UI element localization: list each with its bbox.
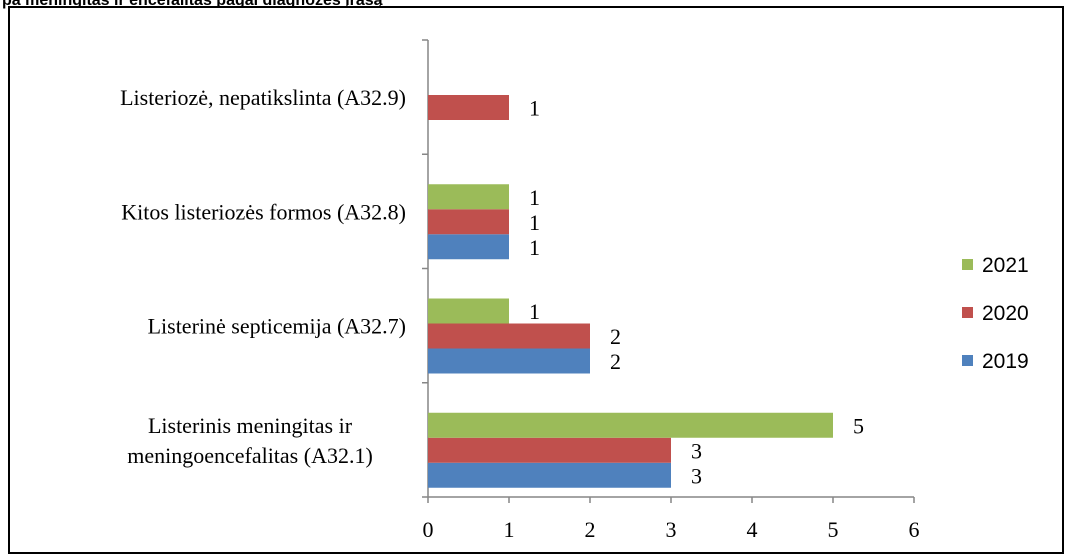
legend-swatch-2019	[962, 355, 973, 366]
legend-label-2020: 2020	[982, 302, 1029, 325]
data-label: 1	[529, 185, 540, 210]
bar-2019	[428, 462, 671, 488]
bar-2020	[428, 95, 509, 120]
legend-label-2021: 2021	[982, 254, 1029, 277]
chart-caption: pa meningitas ir encefalitas pagal diagn…	[2, 0, 383, 9]
x-tick-label: 4	[747, 517, 758, 542]
chart-legend: 2021 2020 2019	[962, 254, 1029, 373]
bar-2019	[428, 234, 509, 260]
category-label: Listerinis meningitas ir meningoencefalit…	[127, 413, 373, 468]
bar-2021	[428, 298, 509, 324]
category-label-line: meningoencefalitas (A32.1)	[127, 443, 373, 468]
data-label: 2	[610, 349, 621, 374]
category-label: Listeriozė, nepatikslinta (A32.9)	[120, 85, 406, 110]
data-label: 1	[529, 96, 540, 121]
x-tick-label: 6	[909, 517, 920, 542]
category-label: Kitos listeriozės formos (A32.8)	[121, 199, 406, 224]
data-label: 1	[529, 299, 540, 324]
bar-2020	[428, 209, 509, 235]
data-label: 3	[691, 463, 702, 488]
x-tick-label: 5	[828, 517, 839, 542]
legend-swatch-2020	[962, 307, 973, 318]
x-tick-label: 2	[585, 517, 596, 542]
bar-2020	[428, 323, 590, 349]
x-tick-label: 0	[423, 517, 434, 542]
bar-2019	[428, 348, 590, 374]
data-label: 1	[529, 235, 540, 260]
chart-bars	[428, 95, 833, 488]
bar-2021	[428, 184, 509, 210]
data-label: 5	[853, 413, 864, 438]
x-tick-label: 3	[666, 517, 677, 542]
category-label: Listerinė septicemija (A32.7)	[148, 314, 406, 339]
data-label: 1	[529, 210, 540, 235]
bar-2021	[428, 412, 833, 438]
bar-2020	[428, 437, 671, 463]
x-tick-label: 1	[504, 517, 515, 542]
data-label: 3	[691, 438, 702, 463]
legend-swatch-2021	[962, 259, 973, 270]
category-label-line: Listerinis meningitas ir	[148, 413, 353, 438]
data-label: 2	[610, 324, 621, 349]
legend-label-2019: 2019	[982, 350, 1029, 373]
